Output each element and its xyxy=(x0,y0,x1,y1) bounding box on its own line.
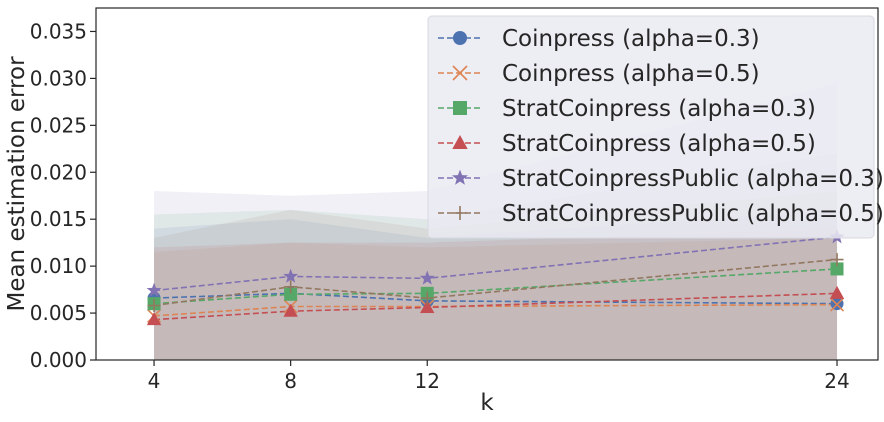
y-tick-label: 0.015 xyxy=(30,207,87,231)
legend-label-1: Coinpress (alpha=0.3) xyxy=(502,26,760,52)
legend-box xyxy=(427,15,875,239)
y-tick-label: 0.010 xyxy=(30,254,87,278)
series-line-1 xyxy=(154,292,838,305)
data-point-5-1 xyxy=(146,282,162,297)
data-point-5-3 xyxy=(419,270,435,285)
legend: Coinpress (alpha=0.3) Coinpress (alpha=0.… xyxy=(427,15,884,239)
series-markers xyxy=(146,229,845,326)
legend-label-4: StratCoinpress (alpha=0.5) xyxy=(502,131,816,157)
data-point-6-1 xyxy=(147,299,161,313)
y-tick-label: 0.030 xyxy=(30,66,87,90)
legend-label-6: StratCoinpressPublic (alpha=0.5) xyxy=(502,201,884,227)
y-tick-label: 0.000 xyxy=(30,348,87,372)
band-StratCoinpress (alpha=0.5) xyxy=(154,228,838,360)
legend-label-2: Coinpress (alpha=0.5) xyxy=(502,61,760,87)
series-line-6 xyxy=(153,258,838,307)
series-line-5 xyxy=(153,236,838,292)
legend-label-5: StratCoinpressPublic (alpha=0.3) xyxy=(502,166,884,192)
data-point-6-4 xyxy=(830,253,844,267)
data-point-6-2 xyxy=(284,280,298,294)
legend-marker-5 xyxy=(452,169,468,185)
legend-marker-1 xyxy=(453,31,467,45)
y-axis-title: Mean estimation error xyxy=(4,56,30,312)
series-line-3 xyxy=(153,268,838,305)
data-point-4-2 xyxy=(283,303,298,317)
legend-marker-2 xyxy=(452,65,468,81)
y-tick-label: 0.005 xyxy=(30,301,87,325)
x-axis-title: k xyxy=(480,390,494,416)
x-axis: 4 8 12 24 xyxy=(148,360,850,393)
legend-label-3: StratCoinpress (alpha=0.3) xyxy=(502,96,816,122)
x-tick-label: 8 xyxy=(284,369,297,393)
data-point-4-1 xyxy=(146,312,162,326)
y-tick-label: 0.020 xyxy=(30,160,87,184)
legend-marker-3 xyxy=(453,101,467,115)
series-line-4 xyxy=(154,292,838,321)
y-tick-label: 0.035 xyxy=(30,19,87,43)
series-line-2 xyxy=(153,303,838,317)
legend-marker-4 xyxy=(452,134,468,149)
series-lines xyxy=(153,236,838,321)
x-tick-label: 12 xyxy=(415,369,440,393)
plot-frame xyxy=(95,7,879,361)
data-point-3-4 xyxy=(830,262,844,276)
band-Coinpress (alpha=0.5) xyxy=(154,237,838,360)
data-point-5-2 xyxy=(283,268,299,283)
x-tick-label: 4 xyxy=(148,369,161,393)
band-Coinpress (alpha=0.3) xyxy=(154,209,838,360)
y-tick-label: 0.025 xyxy=(30,113,87,137)
data-point-2-4 xyxy=(829,297,845,312)
data-point-4-4 xyxy=(829,285,845,299)
y-axis: 0.000 0.005 0.010 0.015 0.020 0.025 0.030 0.035 xyxy=(30,19,96,372)
legend-marker-6 xyxy=(453,206,467,220)
data-point-4-3 xyxy=(420,299,435,313)
data-point-6-3 xyxy=(420,291,434,305)
x-tick-label: 24 xyxy=(824,369,849,393)
data-point-3-2 xyxy=(284,287,298,301)
